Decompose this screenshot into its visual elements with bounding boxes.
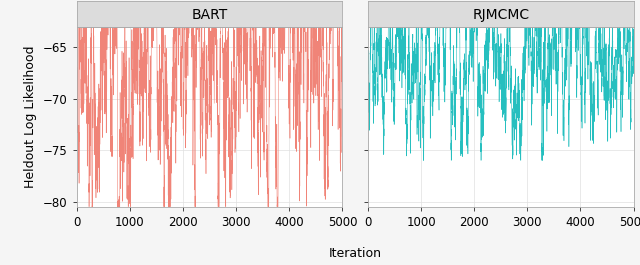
Text: RJMCMC: RJMCMC <box>472 8 529 22</box>
Text: Iteration: Iteration <box>329 247 381 260</box>
Text: BART: BART <box>191 8 228 22</box>
Y-axis label: Heldout Log Likelihood: Heldout Log Likelihood <box>24 45 38 188</box>
